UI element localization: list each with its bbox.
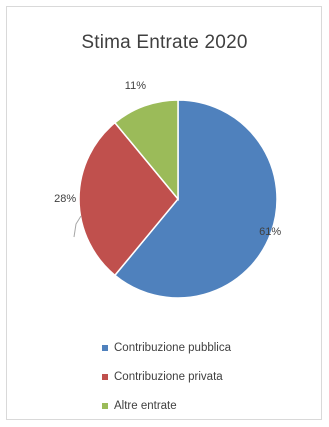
data-label: 28% (54, 193, 76, 205)
legend-label: Contribuzione privata (114, 371, 223, 383)
pie-slice-contribuzione-privata (78, 121, 179, 277)
legend-swatch (102, 374, 108, 380)
pie-slice-contribuzione-pubblica (113, 99, 278, 299)
legend-item-contribuzione-privata: Contribuzione privata (102, 369, 231, 385)
legend-item-altre-entrate: Altre entrate (102, 398, 231, 414)
pie-slice-altre-entrate (113, 99, 179, 202)
legend-swatch (102, 345, 108, 351)
leader-line (73, 215, 82, 238)
legend: Contribuzione pubblica Contribuzione pri… (102, 340, 231, 427)
legend-swatch (102, 403, 108, 409)
data-label: 61% (259, 226, 281, 238)
data-label: 11% (125, 80, 146, 92)
legend-label: Contribuzione pubblica (114, 342, 231, 354)
legend-item-contribuzione-pubblica: Contribuzione pubblica (102, 340, 231, 356)
legend-label: Altre entrate (114, 400, 177, 412)
chart-title: Stima Entrate 2020 (81, 32, 248, 53)
